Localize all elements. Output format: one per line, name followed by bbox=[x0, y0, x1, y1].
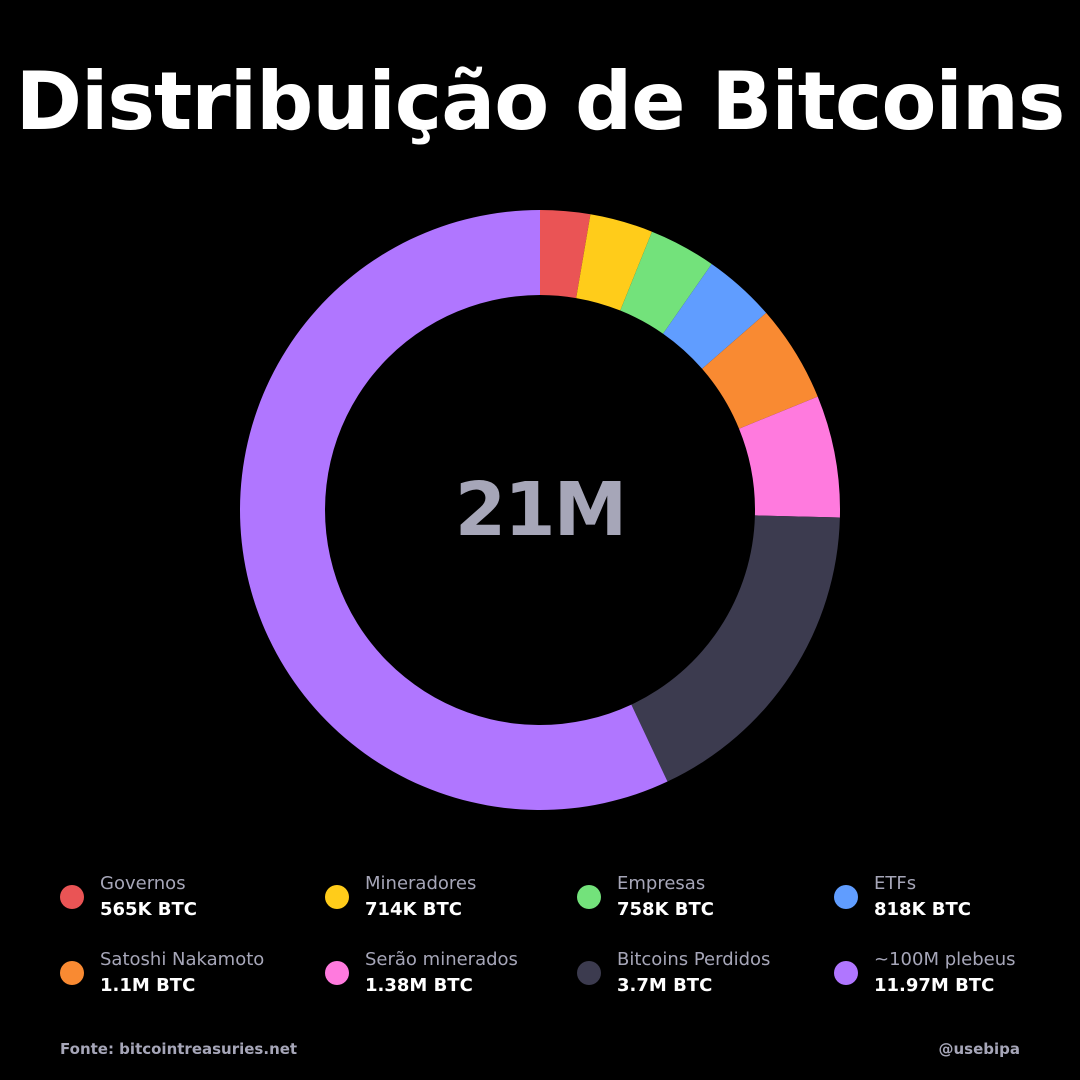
donut-slice-0 bbox=[540, 210, 591, 299]
legend-item: Mineradores 714K BTC bbox=[325, 872, 577, 920]
legend-item: Bitcoins Perdidos 3.7M BTC bbox=[577, 948, 834, 996]
legend-item: Satoshi Nakamoto 1.1M BTC bbox=[60, 948, 325, 996]
legend-value: 1.38M BTC bbox=[365, 975, 473, 996]
legend-item: Empresas 758K BTC bbox=[577, 872, 834, 920]
legend-name: ETFs bbox=[874, 873, 917, 894]
legend-text: Serão minerados 1.38M BTC bbox=[365, 948, 518, 1000]
legend-text: ~100M plebeus 11.97M BTC bbox=[874, 948, 1015, 1000]
legend-swatch bbox=[60, 961, 84, 985]
legend-name: Empresas bbox=[617, 873, 706, 894]
source-citation: Fonte: bitcointreasuries.net bbox=[60, 1040, 298, 1058]
legend-swatch bbox=[834, 885, 858, 909]
donut-center-label: 21M bbox=[455, 467, 626, 553]
legend-item: Serão minerados 1.38M BTC bbox=[325, 948, 577, 996]
donut-slice-3 bbox=[663, 263, 767, 369]
donut-slice-4 bbox=[702, 312, 818, 429]
legend-text: Empresas 758K BTC bbox=[617, 872, 714, 924]
legend-value: 758K BTC bbox=[617, 899, 714, 920]
donut-slice-5 bbox=[739, 396, 840, 518]
donut-slice-6 bbox=[631, 515, 840, 782]
legend-text: ETFs 818K BTC bbox=[874, 872, 971, 924]
legend-swatch bbox=[325, 885, 349, 909]
legend-text: Governos 565K BTC bbox=[100, 872, 197, 924]
donut-slices bbox=[239, 210, 840, 811]
legend-item: ~100M plebeus 11.97M BTC bbox=[834, 948, 1040, 996]
legend-swatch bbox=[577, 961, 601, 985]
donut-slice-1 bbox=[576, 214, 652, 311]
legend-name: ~100M plebeus bbox=[874, 949, 1016, 970]
legend-name: Bitcoins Perdidos bbox=[617, 949, 771, 970]
legend-value: 11.97M BTC bbox=[874, 975, 995, 996]
legend-value: 3.7M BTC bbox=[617, 975, 713, 996]
legend-value: 565K BTC bbox=[100, 899, 197, 920]
donut-slice-7 bbox=[239, 210, 668, 811]
legend-value: 714K BTC bbox=[365, 899, 462, 920]
legend-value: 818K BTC bbox=[874, 899, 971, 920]
legend-item: ETFs 818K BTC bbox=[834, 872, 1040, 920]
donut-slice-2 bbox=[620, 231, 712, 334]
legend-name: Satoshi Nakamoto bbox=[100, 949, 265, 970]
legend-text: Mineradores 714K BTC bbox=[365, 872, 476, 924]
legend-name: Mineradores bbox=[365, 873, 477, 894]
legend-name: Governos bbox=[100, 873, 186, 894]
chart-title: Distribuição de Bitcoins bbox=[15, 55, 1066, 148]
legend-item: Governos 565K BTC bbox=[60, 872, 325, 920]
legend-swatch bbox=[325, 961, 349, 985]
legend: Governos 565K BTC Mineradores 714K BTC Empre… bbox=[60, 872, 1040, 996]
legend-swatch bbox=[60, 885, 84, 909]
legend-text: Satoshi Nakamoto 1.1M BTC bbox=[100, 948, 264, 1000]
legend-name: Serão minerados bbox=[365, 949, 518, 970]
legend-swatch bbox=[834, 961, 858, 985]
legend-text: Bitcoins Perdidos 3.7M BTC bbox=[617, 948, 770, 1000]
legend-swatch bbox=[577, 885, 601, 909]
legend-value: 1.1M BTC bbox=[100, 975, 196, 996]
social-handle: @usebipa bbox=[938, 1040, 1020, 1058]
